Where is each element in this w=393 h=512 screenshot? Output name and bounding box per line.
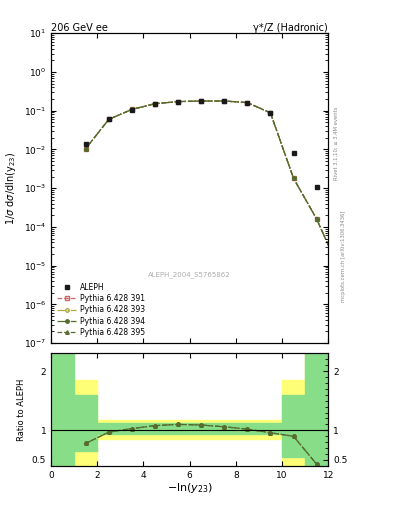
- Text: mcplots.cern.ch [arXiv:1306.3436]: mcplots.cern.ch [arXiv:1306.3436]: [342, 210, 346, 302]
- Text: γ*/Z (Hadronic): γ*/Z (Hadronic): [253, 23, 328, 32]
- Text: Rivet 3.1.10; ≥ 3.4M events: Rivet 3.1.10; ≥ 3.4M events: [334, 106, 338, 180]
- Text: 206 GeV ee: 206 GeV ee: [51, 23, 108, 32]
- Text: ALEPH_2004_S5765862: ALEPH_2004_S5765862: [148, 271, 231, 278]
- Y-axis label: 1/$\sigma$ d$\sigma$/dln(y$_{23}$): 1/$\sigma$ d$\sigma$/dln(y$_{23}$): [4, 152, 18, 225]
- X-axis label: $-\ln(y_{23})$: $-\ln(y_{23})$: [167, 481, 213, 495]
- Y-axis label: Ratio to ALEPH: Ratio to ALEPH: [17, 378, 26, 441]
- Legend: ALEPH, Pythia 6.428 391, Pythia 6.428 393, Pythia 6.428 394, Pythia 6.428 395: ALEPH, Pythia 6.428 391, Pythia 6.428 39…: [55, 281, 147, 339]
